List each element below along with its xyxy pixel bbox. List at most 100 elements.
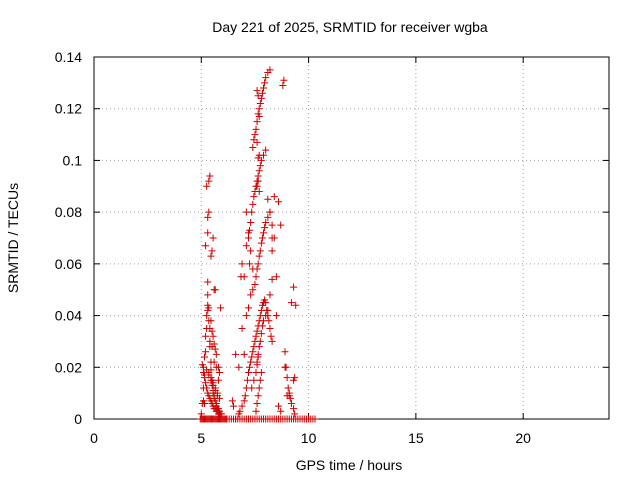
data-point bbox=[213, 392, 221, 400]
data-point bbox=[261, 224, 269, 232]
data-point bbox=[281, 348, 289, 356]
plot-frame bbox=[93, 56, 610, 420]
y-tick-label: 0.02 bbox=[55, 359, 82, 375]
data-point bbox=[251, 415, 259, 423]
y-axis-label: SRMTID / TECUs bbox=[5, 183, 21, 293]
data-point bbox=[275, 198, 283, 206]
data-point bbox=[253, 138, 261, 146]
data-point bbox=[267, 332, 275, 340]
data-point bbox=[242, 208, 250, 216]
data-point bbox=[201, 399, 209, 407]
data-point bbox=[268, 247, 276, 255]
data-point bbox=[290, 376, 298, 384]
data-point bbox=[247, 291, 255, 299]
data-point bbox=[280, 76, 288, 84]
data-point bbox=[268, 275, 276, 283]
data-point bbox=[260, 84, 268, 92]
data-point bbox=[266, 325, 274, 332]
data-point bbox=[203, 384, 211, 392]
data-point bbox=[264, 306, 272, 314]
data-point bbox=[202, 379, 210, 387]
x-tick-label: 15 bbox=[408, 430, 424, 446]
data-point bbox=[207, 252, 215, 260]
data-point bbox=[262, 299, 270, 307]
data-point bbox=[249, 348, 257, 356]
data-point bbox=[241, 392, 249, 400]
data-point bbox=[258, 89, 266, 97]
data-point bbox=[285, 392, 293, 400]
data-point bbox=[257, 239, 265, 247]
data-point bbox=[204, 291, 212, 299]
data-point bbox=[243, 376, 251, 384]
data-point bbox=[258, 322, 266, 330]
data-point bbox=[209, 381, 217, 389]
data-point bbox=[252, 273, 260, 281]
data-point bbox=[262, 312, 270, 320]
data-point bbox=[206, 172, 214, 180]
data-point bbox=[238, 260, 246, 268]
data-point bbox=[262, 218, 270, 226]
data-point bbox=[214, 376, 222, 384]
x-tick-label: 0 bbox=[90, 430, 98, 446]
data-point bbox=[287, 399, 295, 407]
y-tick-label: 0.14 bbox=[55, 49, 82, 65]
data-point bbox=[270, 234, 278, 242]
data-point bbox=[235, 363, 243, 371]
data-point bbox=[249, 265, 257, 273]
data-point bbox=[204, 306, 212, 314]
data-point bbox=[253, 399, 261, 407]
data-point bbox=[238, 402, 246, 410]
data-point bbox=[283, 374, 291, 382]
data-point bbox=[208, 343, 216, 351]
x-tick-label: 10 bbox=[301, 430, 317, 446]
x-tick-label: 20 bbox=[515, 430, 531, 446]
data-point bbox=[255, 384, 263, 392]
data-point bbox=[277, 221, 285, 229]
data-point bbox=[211, 286, 219, 294]
data-point bbox=[256, 100, 264, 108]
data-point bbox=[242, 312, 250, 320]
data-point bbox=[287, 299, 295, 307]
data-point bbox=[290, 405, 298, 413]
data-point bbox=[266, 208, 274, 216]
data-point bbox=[250, 193, 258, 201]
data-point bbox=[245, 304, 252, 312]
data-point bbox=[256, 376, 264, 384]
y-tick-label: 0.12 bbox=[55, 101, 82, 117]
data-point bbox=[210, 358, 218, 366]
data-point bbox=[240, 350, 248, 358]
data-point bbox=[204, 278, 212, 286]
x-axis-label: GPS time / hours bbox=[296, 457, 403, 473]
data-point bbox=[266, 66, 274, 74]
data-point bbox=[240, 273, 248, 281]
data-point bbox=[253, 361, 261, 369]
y-tick-label: 0.06 bbox=[55, 256, 82, 272]
data-point bbox=[247, 218, 255, 226]
data-point bbox=[264, 195, 272, 203]
data-point bbox=[201, 374, 209, 382]
y-tick-label: 0.08 bbox=[55, 204, 82, 220]
chart-title: Day 221 of 2025, SRMTID for receiver wgb… bbox=[212, 19, 488, 35]
data-point bbox=[277, 407, 285, 415]
data-point bbox=[255, 112, 263, 120]
data-point bbox=[268, 221, 276, 229]
data-point bbox=[250, 376, 258, 384]
data-point bbox=[260, 229, 268, 237]
data-point bbox=[205, 371, 213, 379]
data-point bbox=[255, 343, 263, 351]
data-point bbox=[201, 353, 209, 361]
data-point bbox=[203, 366, 211, 374]
data-point bbox=[253, 182, 261, 190]
data-point bbox=[247, 358, 255, 366]
data-point bbox=[256, 247, 264, 255]
data-point bbox=[290, 283, 298, 291]
data-point bbox=[247, 247, 255, 255]
data-point bbox=[254, 154, 262, 162]
data-point bbox=[238, 325, 246, 332]
data-point bbox=[248, 384, 256, 392]
data-point bbox=[203, 182, 211, 190]
data-point bbox=[242, 242, 250, 250]
data-point bbox=[205, 177, 213, 185]
data-point bbox=[262, 146, 270, 154]
